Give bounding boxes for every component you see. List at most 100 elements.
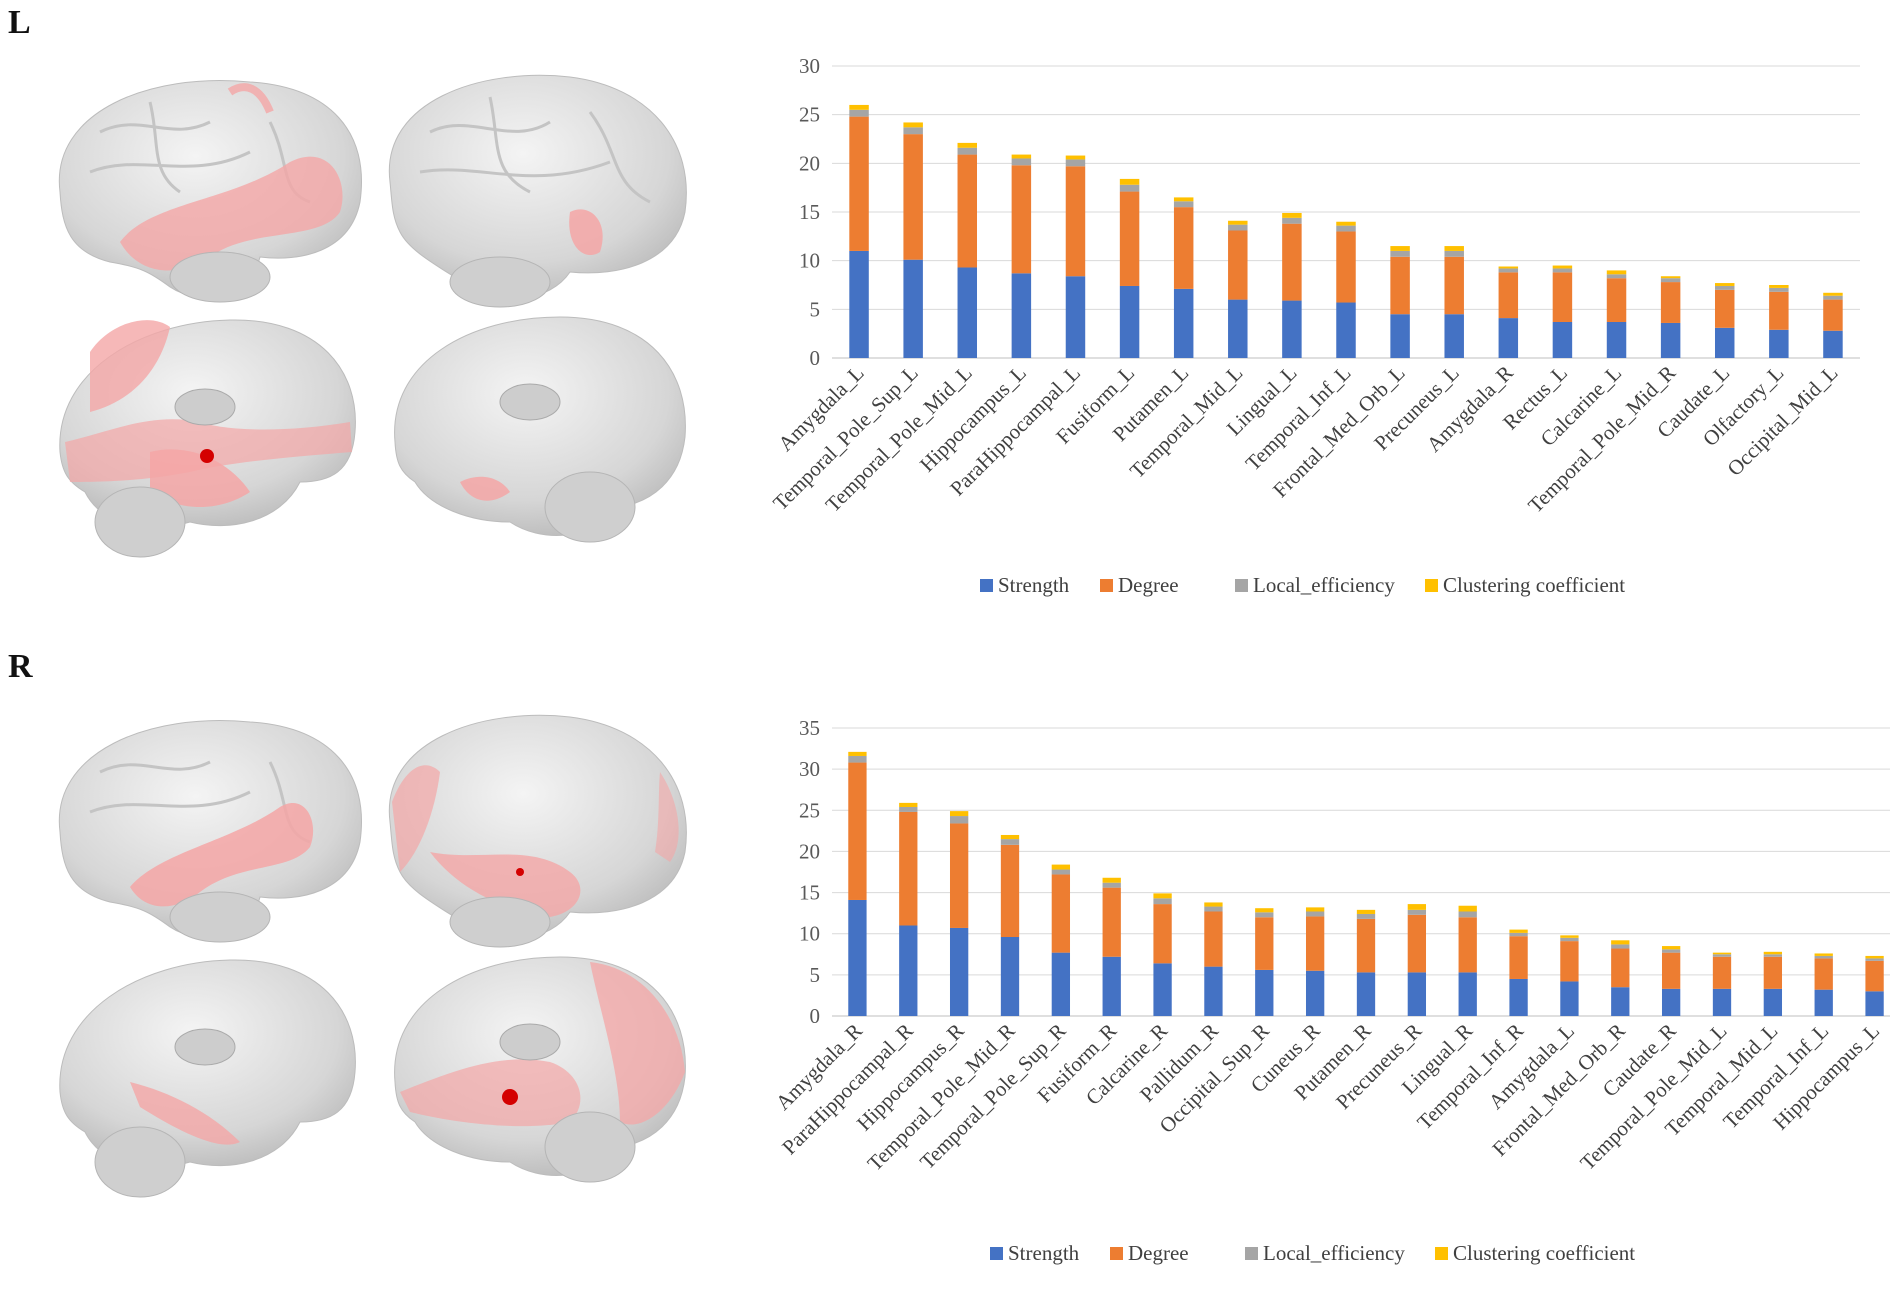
bar-segment-strength: [1661, 988, 1681, 1016]
bar-segment-degree: [1763, 956, 1783, 989]
bar-segment-clustering: [1552, 265, 1573, 269]
bar-segment-strength: [1255, 969, 1274, 1016]
bar-segment-strength: [1560, 981, 1579, 1016]
brain-medial-view: [59, 319, 356, 558]
bar-segment-strength: [1814, 989, 1833, 1016]
bar-segment-degree: [1204, 911, 1223, 967]
bar-segment-local-efficiency: [1606, 274, 1627, 279]
legend-swatch: [1245, 1247, 1258, 1260]
bar-segment-strength: [1712, 988, 1732, 1016]
legend-label: Clustering coefficient: [1443, 573, 1625, 597]
legend-swatch: [1110, 1247, 1123, 1260]
bar-segment-clustering: [1458, 905, 1477, 912]
bar-segment-clustering: [1865, 955, 1884, 959]
bar-segment-clustering: [1714, 283, 1735, 286]
bar-segment-clustering: [1051, 864, 1071, 870]
bar-segment-degree: [848, 762, 867, 900]
bar-segment-degree: [1407, 914, 1427, 973]
bar-segment-local-efficiency: [1611, 944, 1630, 949]
bar-segment-strength: [1000, 937, 1020, 1016]
bar-segment-strength: [1102, 956, 1121, 1016]
y-tick-label: 30: [799, 757, 820, 781]
bar-segment-local-efficiency: [1763, 954, 1783, 957]
bar-segment-strength: [1611, 987, 1630, 1016]
y-tick-label: 10: [799, 922, 820, 946]
bar-segment-strength: [1865, 991, 1884, 1016]
bar-segment-local-efficiency: [1390, 250, 1410, 257]
bar-segment-local-efficiency: [1336, 225, 1356, 232]
bar-segment-degree: [1814, 958, 1833, 990]
bar-segment-local-efficiency: [1204, 906, 1223, 912]
bar-segment-clustering: [1305, 907, 1325, 912]
bar-segment-degree: [1769, 291, 1789, 330]
bar-segment-local-efficiency: [1509, 932, 1528, 937]
y-tick-label: 10: [799, 249, 820, 273]
bar-segment-degree: [1051, 874, 1071, 953]
brain-medial-view: [394, 956, 686, 1183]
bar-segment-degree: [1509, 936, 1528, 979]
bar-segment-clustering: [1660, 276, 1681, 279]
bar-segment-local-efficiency: [1714, 285, 1735, 290]
bar-segment-local-efficiency: [1865, 958, 1884, 961]
bar-segment-degree: [1000, 844, 1020, 938]
y-tick-label: 0: [810, 346, 821, 370]
bar-segment-clustering: [1065, 155, 1086, 160]
bar-segment-degree: [957, 154, 978, 268]
y-tick-label: 25: [799, 103, 820, 127]
bar-segment-clustering: [1255, 908, 1274, 913]
legend-label: Local_efficiency: [1253, 573, 1395, 597]
y-tick-label: 25: [799, 798, 820, 822]
bar-segment-degree: [1444, 256, 1464, 315]
bar-segment-clustering: [1119, 178, 1140, 185]
legend-swatch: [1100, 579, 1113, 592]
bar-segment-local-efficiency: [1661, 949, 1681, 953]
bar-segment-degree: [1282, 223, 1302, 301]
bar-segment-clustering: [849, 104, 869, 110]
bar-segment-clustering: [1814, 953, 1833, 956]
legend-swatch: [1235, 579, 1248, 592]
bar-segment-strength: [903, 259, 923, 358]
bar-segment-clustering: [1000, 834, 1020, 840]
bar-segment-strength: [1390, 314, 1410, 358]
brain-lateral-view: [58, 80, 362, 303]
bar-segment-local-efficiency: [1498, 268, 1519, 273]
legend-label: Degree: [1118, 573, 1179, 597]
bar-segment-strength: [1204, 966, 1223, 1016]
panel-label-l: L: [8, 4, 31, 41]
bar-segment-degree: [1255, 917, 1274, 970]
bar-segment-strength: [1173, 288, 1194, 358]
brain-views-r: [58, 714, 687, 1198]
bar-segment-strength: [1498, 318, 1519, 358]
bar-segment-clustering: [1498, 266, 1519, 269]
bar-segment-strength: [1769, 329, 1789, 358]
brain-lateral-view: [58, 720, 362, 943]
bar-segment-strength: [1606, 321, 1627, 358]
bar-segment-local-efficiency: [903, 127, 923, 135]
bar-segment-clustering: [1173, 197, 1194, 202]
brain-views-l: [58, 74, 687, 558]
bar-segment-strength: [957, 267, 978, 358]
y-tick-label: 5: [810, 297, 821, 321]
bar-segment-strength: [1228, 299, 1248, 358]
bar-segment-degree: [1560, 941, 1579, 982]
bar-segment-degree: [1552, 272, 1573, 322]
highlight-region: [120, 156, 343, 271]
y-tick-label: 30: [799, 54, 820, 78]
bar-segment-local-efficiency: [899, 806, 918, 812]
node-marker: [200, 449, 214, 463]
bar-segment-strength: [1458, 972, 1477, 1016]
bar-segment-strength: [949, 927, 969, 1016]
bar-segment-strength: [1444, 314, 1464, 358]
y-tick-label: 15: [799, 881, 820, 905]
bar-segment-degree: [1102, 887, 1121, 957]
brain-medial-view: [394, 316, 686, 543]
bar-segment-strength: [1356, 972, 1376, 1016]
bar-segment-strength: [1051, 952, 1071, 1016]
bar-segment-degree: [1119, 191, 1140, 286]
legend-swatch: [980, 579, 993, 592]
bar-segment-local-efficiency: [1153, 898, 1172, 905]
bar-segment-local-efficiency: [1769, 287, 1789, 292]
bar-segment-degree: [1712, 956, 1732, 989]
bar-segment-degree: [1660, 282, 1681, 323]
bar-segment-strength: [1552, 321, 1573, 358]
